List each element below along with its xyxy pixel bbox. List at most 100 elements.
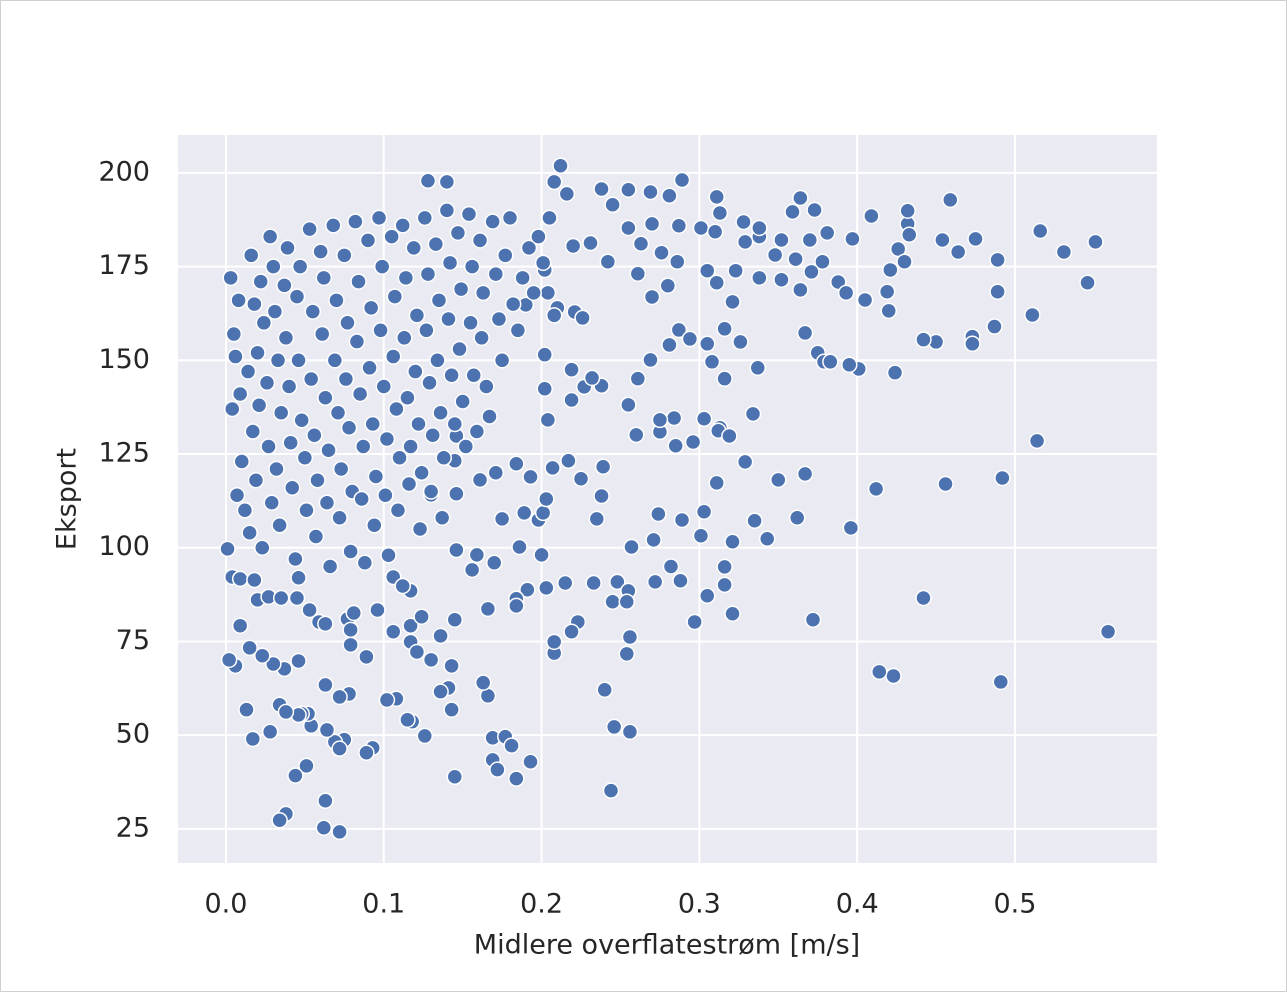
point xyxy=(247,472,265,489)
point xyxy=(621,723,639,741)
point xyxy=(355,438,372,455)
point xyxy=(347,213,364,230)
point xyxy=(348,333,366,350)
point xyxy=(915,589,932,607)
point xyxy=(493,352,511,369)
point xyxy=(313,325,331,343)
point xyxy=(478,378,495,395)
point xyxy=(411,520,429,538)
point xyxy=(841,356,858,374)
point xyxy=(604,196,621,213)
point xyxy=(422,483,440,500)
point xyxy=(345,604,363,622)
point xyxy=(405,239,423,257)
point xyxy=(277,703,295,721)
point xyxy=(258,374,276,392)
point xyxy=(497,247,514,264)
point xyxy=(899,202,916,219)
point xyxy=(784,203,801,221)
point xyxy=(806,201,823,219)
point xyxy=(408,307,426,324)
point xyxy=(563,361,580,378)
point xyxy=(255,314,273,332)
point xyxy=(670,321,688,339)
point xyxy=(408,643,426,661)
point xyxy=(339,314,356,332)
point xyxy=(315,819,333,837)
point xyxy=(277,329,295,347)
point xyxy=(628,426,645,444)
point xyxy=(818,224,836,242)
point xyxy=(1024,306,1041,324)
point xyxy=(692,219,710,237)
point xyxy=(329,404,347,422)
point xyxy=(446,415,464,433)
point xyxy=(391,449,408,467)
point xyxy=(867,480,885,498)
point xyxy=(249,344,266,362)
point xyxy=(670,217,688,234)
point xyxy=(599,253,617,270)
point xyxy=(463,258,481,275)
point xyxy=(822,353,839,371)
point xyxy=(377,487,394,504)
point xyxy=(288,288,306,305)
point xyxy=(378,430,396,448)
point xyxy=(539,284,557,302)
point xyxy=(269,352,287,369)
point xyxy=(416,727,434,745)
point xyxy=(732,333,749,351)
point xyxy=(878,283,896,300)
point xyxy=(758,530,776,547)
point xyxy=(536,380,553,398)
y-axis-label: Eksport xyxy=(52,448,83,550)
y-tick-label: 50 xyxy=(116,719,150,750)
point xyxy=(298,501,315,519)
point xyxy=(291,258,309,275)
point xyxy=(871,663,888,681)
point xyxy=(397,269,415,287)
point xyxy=(353,490,370,508)
point xyxy=(673,171,691,189)
point xyxy=(681,330,699,348)
y-tick-label: 175 xyxy=(98,250,150,281)
point xyxy=(593,180,610,198)
point xyxy=(272,589,290,607)
point xyxy=(388,400,405,418)
point xyxy=(266,303,284,320)
point xyxy=(727,262,744,279)
points xyxy=(219,157,1117,841)
point xyxy=(596,681,613,699)
point xyxy=(937,475,954,493)
point xyxy=(268,460,285,478)
point xyxy=(413,464,430,482)
point xyxy=(312,243,329,260)
x-axis-label: Midlere overflatestrøm [m/s] xyxy=(474,930,860,961)
point xyxy=(787,250,804,268)
point xyxy=(545,307,563,324)
point xyxy=(804,611,822,628)
point xyxy=(451,340,468,358)
point xyxy=(583,369,601,387)
point xyxy=(479,600,497,618)
point xyxy=(792,281,809,299)
point xyxy=(367,468,385,485)
point xyxy=(394,577,411,595)
point xyxy=(419,265,437,283)
point xyxy=(325,217,342,234)
point xyxy=(519,581,536,598)
point xyxy=(432,683,449,700)
point xyxy=(317,676,334,694)
point xyxy=(315,269,333,287)
point xyxy=(301,601,318,619)
point xyxy=(508,770,525,787)
point xyxy=(814,253,831,270)
point xyxy=(746,512,763,529)
point xyxy=(448,541,465,559)
point xyxy=(351,385,369,403)
point xyxy=(803,263,820,281)
point xyxy=(225,325,243,343)
point xyxy=(563,623,580,640)
point xyxy=(672,572,689,589)
point xyxy=(986,318,1003,335)
